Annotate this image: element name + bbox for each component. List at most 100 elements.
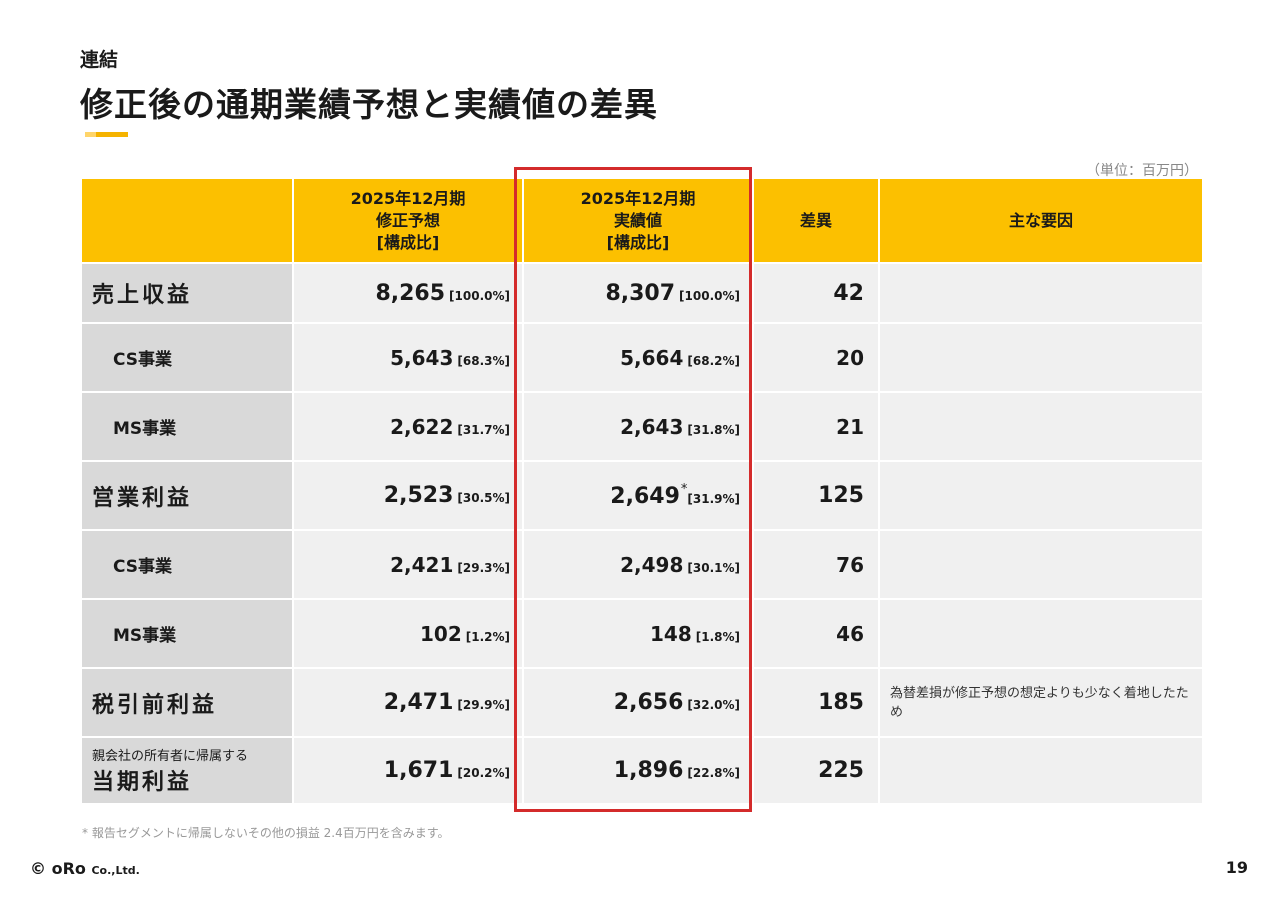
footnote: * 報告セグメントに帰属しないその他の損益 2.4百万円を含みます。 <box>82 826 450 840</box>
forecast-ratio: [100.0%] <box>449 288 510 303</box>
header-actual: 2025年12月期 実績値 [構成比] <box>524 179 752 262</box>
actual-cell: 8,307 [100.0%] <box>524 264 752 322</box>
forecast-cell: 5,643 [68.3%] <box>294 324 522 391</box>
row-label-prefix: 親会社の所有者に帰属する <box>92 749 249 764</box>
forecast-value: 2,622 <box>390 414 454 439</box>
forecast-ratio: [30.5%] <box>457 491 510 505</box>
header-forecast-label: 修正予想 <box>375 210 440 230</box>
forecast-cell: 102 [1.2%] <box>294 600 522 667</box>
row-label-text: 売上収益 <box>92 283 193 308</box>
actual-cell: 1,896 [22.8%] <box>524 738 752 803</box>
row-label-text: MS事業 <box>113 419 177 439</box>
actual-value: 5,664 <box>620 345 684 370</box>
reason-cell: 為替差損が修正予想の想定よりも少なく着地したため <box>880 669 1202 736</box>
forecast-value: 2,471 <box>383 690 454 715</box>
variance-table: 2025年12月期 修正予想 [構成比] 2025年12月期 実績値 [構成比]… <box>80 177 1204 805</box>
header-forecast: 2025年12月期 修正予想 [構成比] <box>294 179 522 262</box>
row-label: CS事業 <box>82 531 292 598</box>
actual-value: 1,896 <box>613 758 684 783</box>
row-label: MS事業 <box>82 393 292 460</box>
actual-ratio: [31.8%] <box>687 422 740 437</box>
actual-cell: 2,656 [32.0%] <box>524 669 752 736</box>
forecast-ratio: [20.2%] <box>457 766 510 780</box>
forecast-cell: 8,265 [100.0%] <box>294 264 522 322</box>
table-row: 売上収益 8,265 [100.0%] 8,307 [100.0%] 42 <box>82 264 1202 322</box>
unit-note: （単位：百万円） <box>1086 163 1198 179</box>
forecast-value: 5,643 <box>390 345 454 370</box>
header-actual-label: 実績値 <box>613 210 662 230</box>
actual-value: 8,307 <box>605 280 676 306</box>
table-row: CS事業 2,421 [29.3%] 2,498 [30.1%] 76 <box>82 531 1202 598</box>
actual-value: 2,656 <box>613 690 684 715</box>
forecast-ratio: [29.9%] <box>457 698 510 712</box>
actual-column-highlight <box>514 167 752 812</box>
actual-cell: 5,664 [68.2%] <box>524 324 752 391</box>
actual-ratio: [32.0%] <box>687 698 740 712</box>
table-row: MS事業 102 [1.2%] 148 [1.8%] 46 <box>82 600 1202 667</box>
row-label: 税引前利益 <box>82 669 292 736</box>
reason-cell <box>880 600 1202 667</box>
title-accent-light <box>85 132 96 137</box>
table-row: 税引前利益 2,471 [29.9%] 2,656 [32.0%] 185 為替差損… <box>82 669 1202 736</box>
company-logo: © oRo Co.,Ltd. <box>30 859 140 878</box>
company-suffix: Co.,Ltd. <box>91 864 140 877</box>
actual-ratio: [31.9%] <box>687 492 740 506</box>
header-forecast-period: 2025年12月期 <box>350 188 466 208</box>
actual-ratio: [100.0%] <box>679 288 740 303</box>
row-label: 営業利益 <box>82 462 292 529</box>
row-label-text: 税引前利益 <box>92 692 218 718</box>
actual-cell: 2,649*[31.9%] <box>524 462 752 529</box>
reason-cell <box>880 393 1202 460</box>
table-row: MS事業 2,622 [31.7%] 2,643 [31.8%] 21 <box>82 393 1202 460</box>
table-row: CS事業 5,643 [68.3%] 5,664 [68.2%] 20 <box>82 324 1202 391</box>
reason-cell <box>880 738 1202 803</box>
row-label-text: MS事業 <box>113 626 177 646</box>
forecast-cell: 2,421 [29.3%] <box>294 531 522 598</box>
actual-cell: 2,498 [30.1%] <box>524 531 752 598</box>
page-number: 19 <box>1225 858 1248 877</box>
diff-cell: 125 <box>754 462 878 529</box>
header-diff: 差異 <box>754 179 878 262</box>
forecast-ratio: [31.7%] <box>457 422 510 437</box>
forecast-value: 102 <box>420 621 462 646</box>
reason-cell <box>880 531 1202 598</box>
header-reason: 主な要因 <box>880 179 1202 262</box>
reason-cell <box>880 462 1202 529</box>
forecast-cell: 2,523 [30.5%] <box>294 462 522 529</box>
forecast-ratio: [1.2%] <box>465 629 510 644</box>
table-header-row: 2025年12月期 修正予想 [構成比] 2025年12月期 実績値 [構成比]… <box>82 179 1202 262</box>
forecast-value: 2,421 <box>390 552 454 577</box>
forecast-ratio: [68.3%] <box>457 353 510 368</box>
reason-cell <box>880 264 1202 322</box>
footnote-marker: * <box>680 482 688 497</box>
row-label-text: CS事業 <box>113 557 173 577</box>
diff-cell: 225 <box>754 738 878 803</box>
header-actual-period: 2025年12月期 <box>580 188 696 208</box>
page-title: 修正後の通期業績予想と実績値の差異 <box>80 85 658 124</box>
row-label-text: 営業利益 <box>92 485 193 511</box>
forecast-cell: 2,471 [29.9%] <box>294 669 522 736</box>
forecast-cell: 1,671 [20.2%] <box>294 738 522 803</box>
row-label: 親会社の所有者に帰属する 当期利益 <box>82 738 292 803</box>
actual-ratio: [68.2%] <box>687 353 740 368</box>
diff-cell: 21 <box>754 393 878 460</box>
actual-ratio: [30.1%] <box>687 560 740 575</box>
actual-ratio: [1.8%] <box>695 629 740 644</box>
section-label: 連結 <box>80 49 119 71</box>
copyright-icon: © <box>30 859 46 878</box>
table-row: 営業利益 2,523 [30.5%] 2,649*[31.9%] 125 <box>82 462 1202 529</box>
diff-cell: 20 <box>754 324 878 391</box>
company-name: oRo <box>51 859 86 878</box>
forecast-value: 1,671 <box>383 758 454 783</box>
diff-cell: 42 <box>754 264 878 322</box>
table-row: 親会社の所有者に帰属する 当期利益 1,671 [20.2%] 1,896 [22.… <box>82 738 1202 803</box>
actual-value: 148 <box>650 621 692 646</box>
row-label: CS事業 <box>82 324 292 391</box>
header-actual-ratio: [構成比] <box>606 232 670 252</box>
header-blank <box>82 179 292 262</box>
diff-cell: 46 <box>754 600 878 667</box>
diff-cell: 76 <box>754 531 878 598</box>
row-label: MS事業 <box>82 600 292 667</box>
forecast-value: 2,523 <box>383 483 454 508</box>
title-accent <box>96 132 128 137</box>
